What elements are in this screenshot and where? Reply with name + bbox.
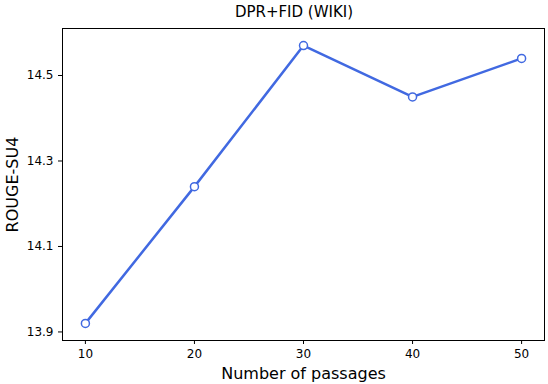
svg-text:40: 40 [405, 347, 420, 361]
svg-text:ROUGE-SU4: ROUGE-SU4 [3, 137, 22, 233]
svg-text:10: 10 [78, 347, 93, 361]
svg-text:14.5: 14.5 [27, 68, 54, 82]
svg-text:Number of passages: Number of passages [221, 364, 386, 383]
svg-text:30: 30 [296, 347, 311, 361]
svg-text:20: 20 [187, 347, 202, 361]
html-text:DPR+FID (WIKI): DPR+FID (WIKI) [234, 3, 354, 21]
svg-text:14.1: 14.1 [27, 239, 54, 253]
svg-text:13.9: 13.9 [27, 325, 54, 339]
svg-text:14.3: 14.3 [27, 154, 54, 168]
svg-text:50: 50 [514, 347, 529, 361]
